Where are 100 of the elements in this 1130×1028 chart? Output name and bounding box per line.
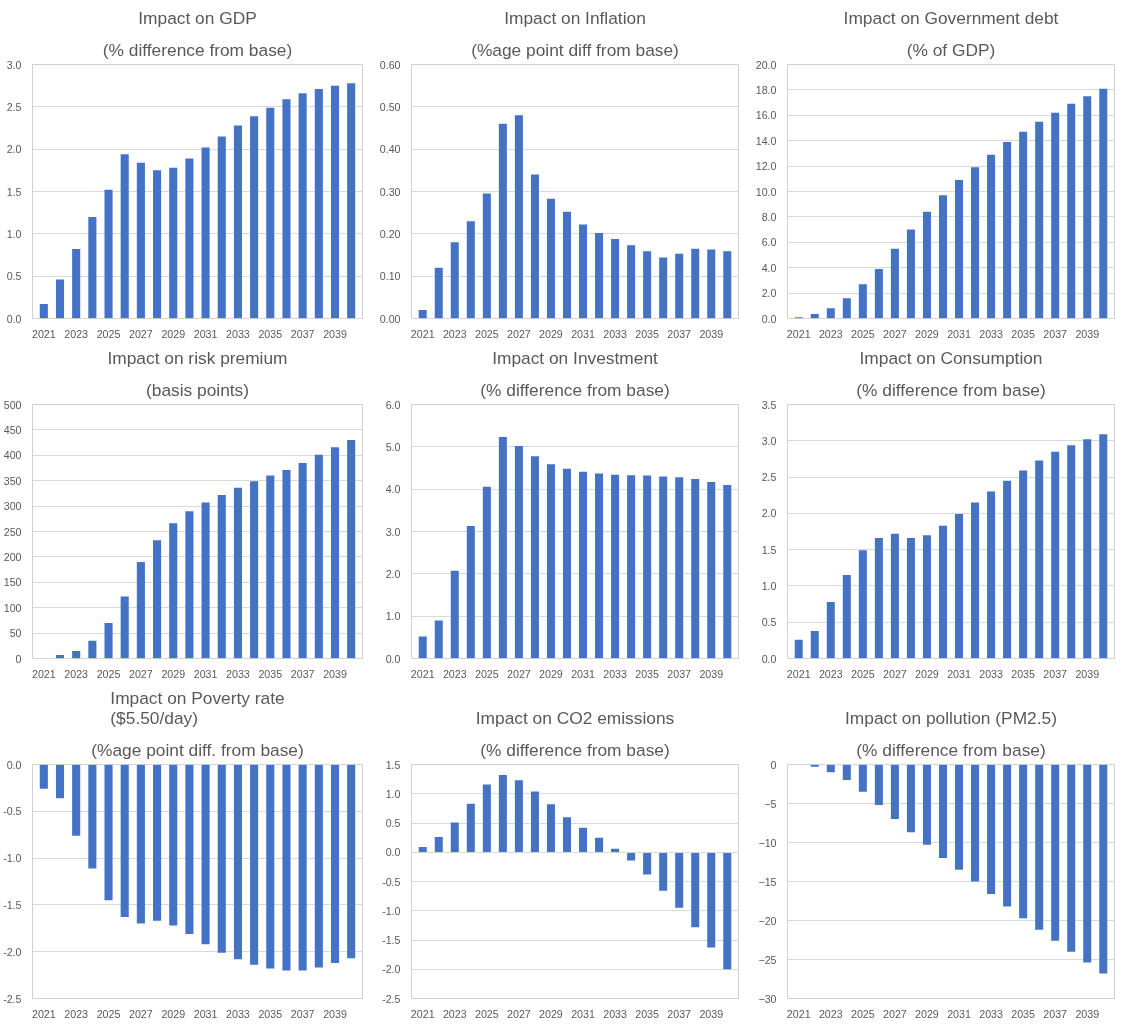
y-tick-label: 10.0: [755, 185, 777, 198]
y-tick-label: -1.0: [3, 852, 22, 865]
y-tick-label: 350: [3, 474, 22, 487]
x-tick-label: 2023: [64, 1007, 89, 1020]
y-tick-label: 14.0: [755, 134, 777, 147]
y-tick-label: 1.0: [385, 787, 401, 800]
y-tick-label: 1.0: [6, 227, 22, 240]
x-tick-label: 2021: [410, 327, 435, 340]
x-tick-label: 2027: [129, 327, 153, 340]
chart-subtitle: (%age point diff. from base): [91, 739, 304, 760]
x-tick-label: 2023: [818, 327, 843, 340]
y-tick-label: -2.0: [3, 945, 22, 958]
x-tick-label: 2035: [258, 327, 283, 340]
x-tick-label: 2033: [979, 1007, 1003, 1020]
y-tick-label: 250: [3, 525, 22, 538]
x-tick-label: 2029: [539, 1007, 563, 1020]
y-tick-label: −10: [758, 836, 777, 849]
x-tick-label: 2027: [883, 1007, 907, 1020]
x-tick-label: 2031: [947, 667, 971, 680]
y-tick-label: −20: [758, 914, 777, 927]
x-tick-label: 2021: [786, 327, 811, 340]
chart-title: Impact on Poverty rate ($5.50/day): [110, 687, 285, 728]
x-tick-label: 2031: [193, 1007, 218, 1020]
x-tick-label: 2039: [1075, 667, 1100, 680]
x-tick-label: 2035: [258, 667, 283, 680]
y-tick-label: 20.0: [755, 58, 777, 71]
x-tick-label: 2027: [129, 667, 153, 680]
y-tick-label: -2.5: [3, 992, 22, 1005]
x-tick-label: 2033: [979, 327, 1003, 340]
y-tick-label: 0.5: [761, 616, 777, 629]
chart-subtitle: (% difference from base): [480, 739, 670, 760]
x-tick-label: 2025: [96, 667, 121, 680]
x-tick-label: 2039: [1075, 1007, 1100, 1020]
x-tick-label: 2037: [290, 1007, 315, 1020]
chart-title: Impact on Government debt: [843, 7, 1059, 28]
x-tick-label: 2035: [258, 1007, 283, 1020]
x-tick-label: 2033: [226, 327, 250, 340]
x-tick-label: 2023: [64, 327, 89, 340]
x-tick-label: 2027: [883, 327, 907, 340]
chart-title: Impact on GDP: [138, 7, 257, 28]
x-tick-label: 2035: [1011, 327, 1036, 340]
x-tick-label: 2021: [786, 1007, 811, 1020]
y-tick-label: 0.40: [379, 143, 401, 156]
y-tick-label: 300: [3, 500, 22, 513]
x-tick-label: 2037: [667, 327, 692, 340]
y-tick-label: 12.0: [755, 160, 777, 173]
chart-subtitle: (% of GDP): [906, 39, 996, 60]
x-tick-label: 2021: [786, 667, 811, 680]
y-tick-label: 0.5: [385, 817, 401, 829]
x-tick-label: 2025: [850, 667, 875, 680]
x-tick-label: 2021: [410, 1007, 435, 1020]
x-tick-label: 2023: [64, 667, 89, 680]
y-tick-label: 0.0: [385, 652, 401, 665]
y-tick-label: 1.5: [6, 185, 22, 198]
x-tick-label: 2023: [818, 667, 843, 680]
chart-title: Impact on pollution (PM2.5): [845, 707, 1057, 728]
y-tick-label: 16.0: [755, 109, 777, 122]
y-tick-label: 200: [3, 550, 22, 563]
y-tick-label: 400: [3, 449, 22, 462]
x-tick-label: 2039: [323, 1007, 347, 1020]
x-tick-label: 2033: [226, 667, 250, 680]
y-tick-label: -0.5: [3, 805, 22, 818]
x-tick-label: 2035: [635, 327, 660, 340]
y-tick-label: 8.0: [761, 210, 777, 223]
y-tick-label: -0.5: [382, 875, 401, 888]
y-tick-label: −30: [758, 992, 777, 1005]
x-tick-label: 2035: [635, 667, 660, 680]
y-tick-label: 450: [3, 423, 22, 436]
x-tick-label: 2033: [979, 667, 1003, 680]
chart-subtitle: (basis points): [145, 379, 250, 400]
y-tick-label: 0: [15, 652, 22, 665]
x-tick-label: 2025: [850, 1007, 875, 1020]
x-tick-label: 2029: [539, 327, 563, 340]
y-tick-label: 0.00: [379, 312, 401, 325]
y-tick-label: 0.5: [6, 270, 22, 283]
chart-title: Impact on Investment: [492, 347, 659, 368]
x-tick-label: 2023: [818, 1007, 843, 1020]
x-tick-label: 2029: [161, 327, 186, 340]
y-tick-label: 2.5: [761, 471, 777, 484]
y-tick-label: 3.0: [385, 525, 401, 538]
y-tick-label: 150: [3, 576, 22, 589]
y-tick-label: 4.0: [761, 261, 777, 274]
x-tick-label: 2025: [474, 327, 499, 340]
y-tick-label: −15: [758, 875, 777, 888]
x-tick-label: 2029: [915, 1007, 939, 1020]
y-tick-label: 2.0: [6, 143, 22, 156]
x-tick-label: 2021: [31, 1007, 56, 1020]
y-tick-label: 0.20: [379, 227, 401, 240]
x-tick-label: 2039: [699, 667, 724, 680]
y-tick-label: 1.5: [761, 543, 777, 556]
x-tick-label: 2031: [947, 327, 971, 340]
chart-subtitle: (% difference from base): [480, 379, 670, 400]
y-tick-label: 2.0: [385, 567, 401, 580]
x-tick-label: 2021: [31, 667, 56, 680]
x-tick-label: 2039: [323, 667, 347, 680]
y-tick-label: 6.0: [761, 236, 777, 249]
y-tick-label: 0.0: [761, 312, 777, 325]
y-tick-label: 5.0: [385, 440, 401, 453]
y-tick-label: 1.0: [761, 579, 777, 592]
x-tick-label: 2039: [1075, 327, 1100, 340]
